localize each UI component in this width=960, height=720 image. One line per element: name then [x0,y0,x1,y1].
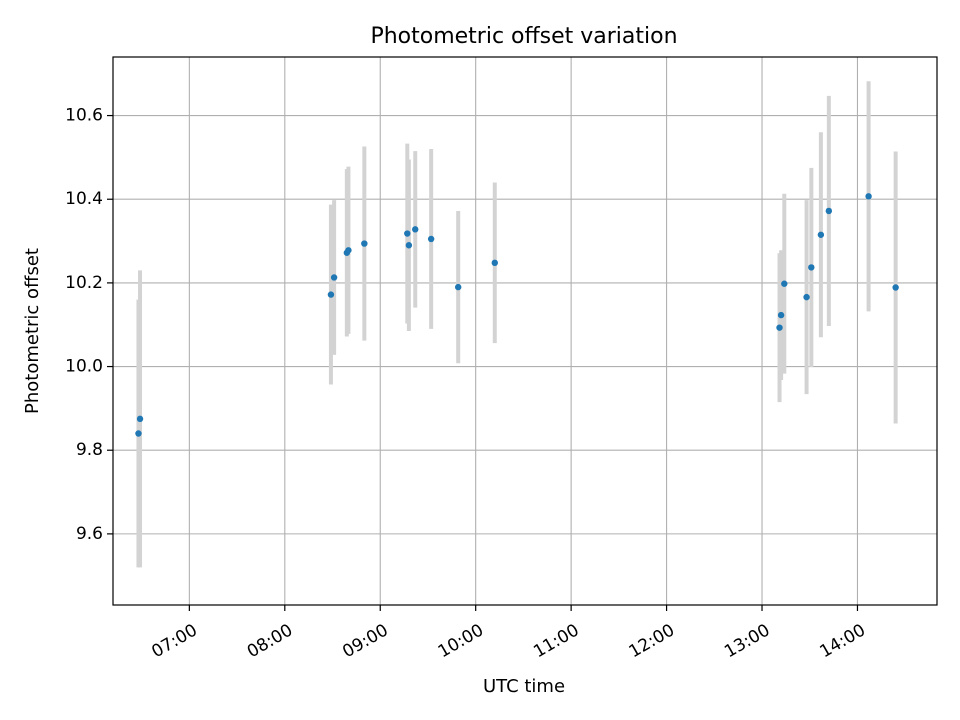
plot-frame [112,56,938,606]
data-point [136,415,144,423]
data-point [327,291,335,298]
data-point [361,240,368,247]
data-point [803,293,810,301]
y-tick-label: 9.6 [76,524,103,544]
data-point [892,284,899,291]
data-point [135,430,142,437]
chart-title: Photometric offset variation [370,24,677,49]
y-tick-label: 10.0 [65,357,103,377]
data-point [865,193,872,200]
data-point [777,311,785,319]
data-point [776,324,783,331]
y-axis-label: Photometric offset [22,248,43,414]
data-point [330,274,338,281]
data-point [404,230,411,237]
x-axis-label: UTC time [483,676,565,697]
y-tick-label: 10.2 [65,273,103,293]
data-point [825,207,833,215]
data-point [412,226,419,233]
data-point [781,280,788,287]
data-point [817,231,825,238]
grid [113,57,937,605]
data-points [135,193,899,437]
y-tick-label: 9.8 [76,440,103,460]
y-tick-label: 10.6 [65,106,103,126]
data-point [427,235,435,243]
data-point [491,259,498,267]
data-point [808,264,815,271]
data-point [454,283,462,291]
data-point [345,247,352,254]
y-axis-ticks: 9.6 9.8 10.0 10.2 10.4 10.6 [65,106,113,544]
data-point [405,242,413,249]
y-tick-label: 10.4 [65,189,103,209]
